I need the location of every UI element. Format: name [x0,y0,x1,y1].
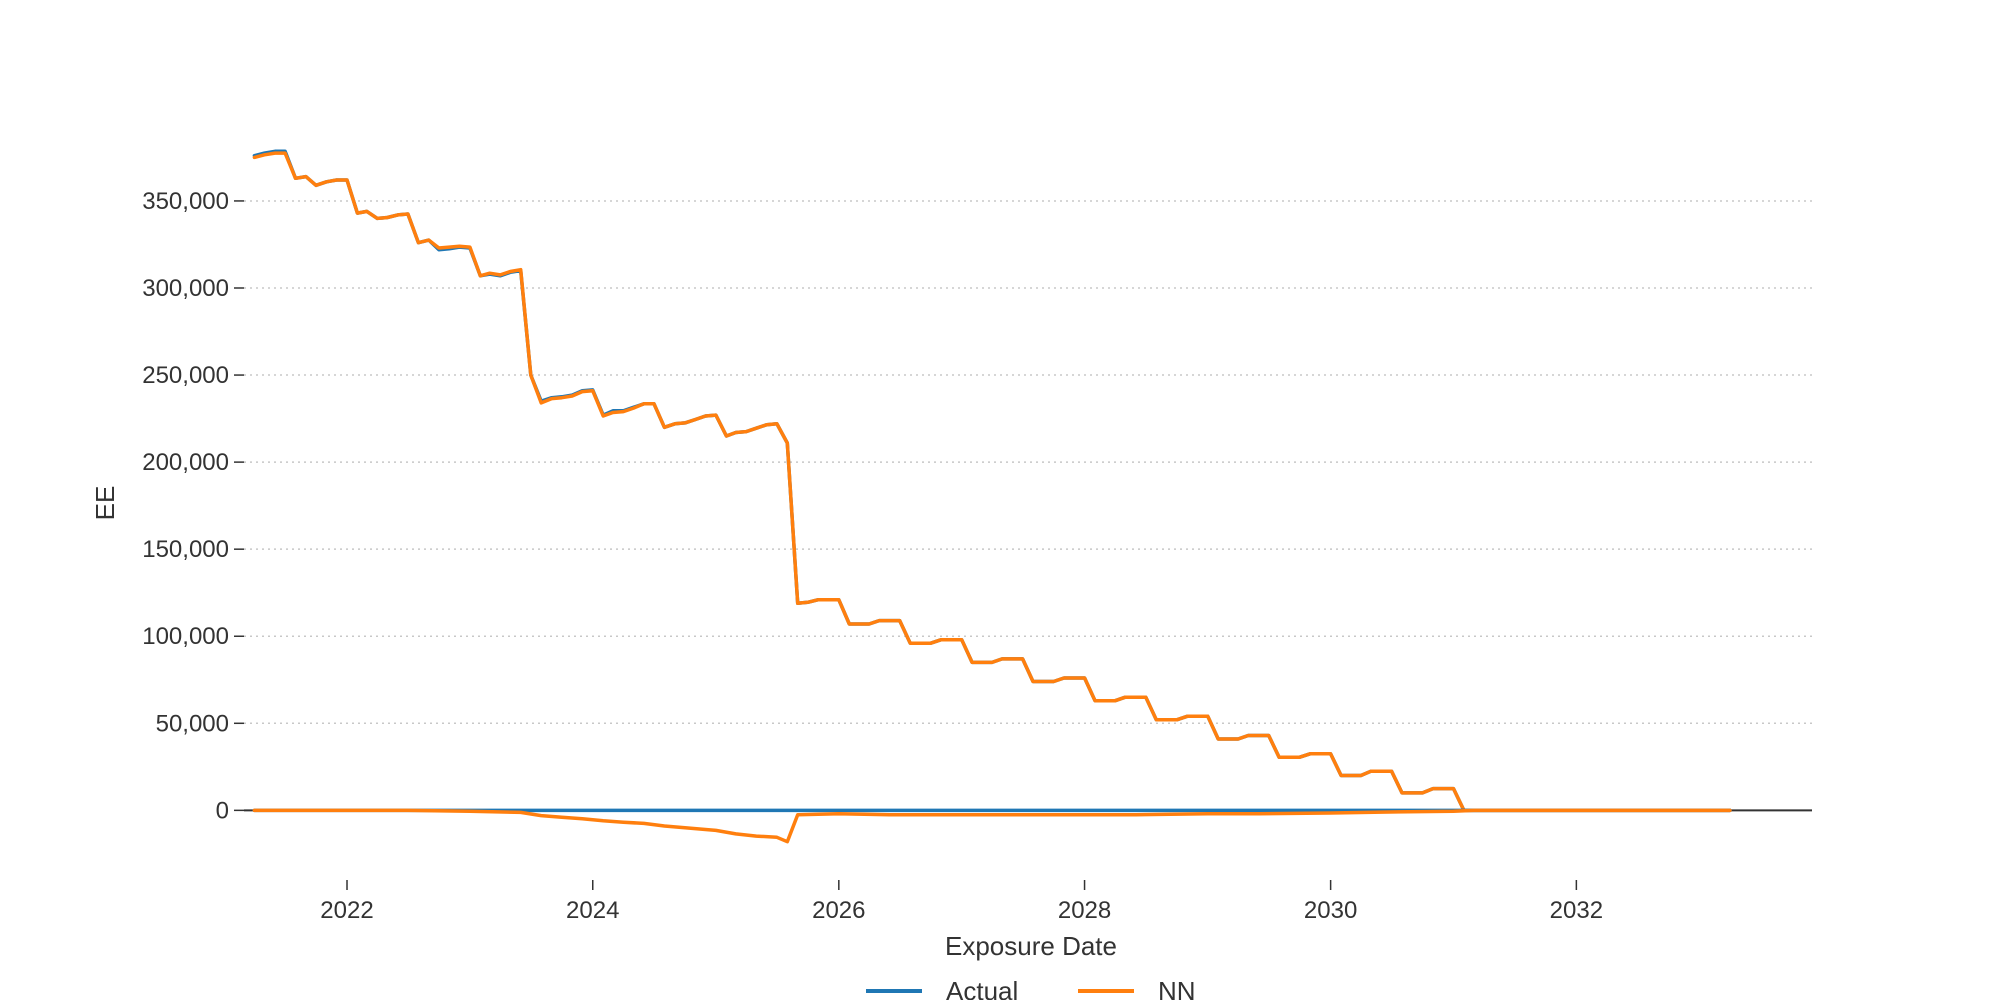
y-tick-label: 200,000 [142,449,229,476]
gridlines [244,200,1812,725]
y-tick-label: 100,000 [142,623,229,650]
x-tick-label: 2022 [320,897,373,924]
series-line-actual-0 [252,149,1732,813]
x-tick-label: 2024 [566,897,619,924]
y-axis-label: EE [90,486,120,521]
series-lines [252,149,1732,844]
series-line-nn-1 [252,151,1732,813]
series-line-nn-3 [252,808,1732,844]
y-tick-label: 150,000 [142,536,229,563]
y-tick-label: 50,000 [156,710,229,737]
legend: Actual NN [866,976,1196,1000]
legend-label-nn: NN [1158,976,1196,1000]
x-tick-label: 2028 [1058,897,1111,924]
x-tick-label: 2026 [812,897,865,924]
x-axis-label: Exposure Date [945,931,1117,961]
x-axis-ticks: 2022 2024 2026 2028 2030 2032 [320,880,1603,924]
y-tick-label: 0 [216,797,229,824]
x-tick-label: 2032 [1550,897,1603,924]
y-tick-label: 350,000 [142,188,229,215]
legend-label-actual: Actual [946,976,1018,1000]
y-axis-ticks: 0 50,000 100,000 150,000 200,000 250,000 300,0… [142,188,244,824]
y-tick-label: 250,000 [142,362,229,389]
x-tick-label: 2030 [1304,897,1357,924]
y-tick-label: 300,000 [142,275,229,302]
